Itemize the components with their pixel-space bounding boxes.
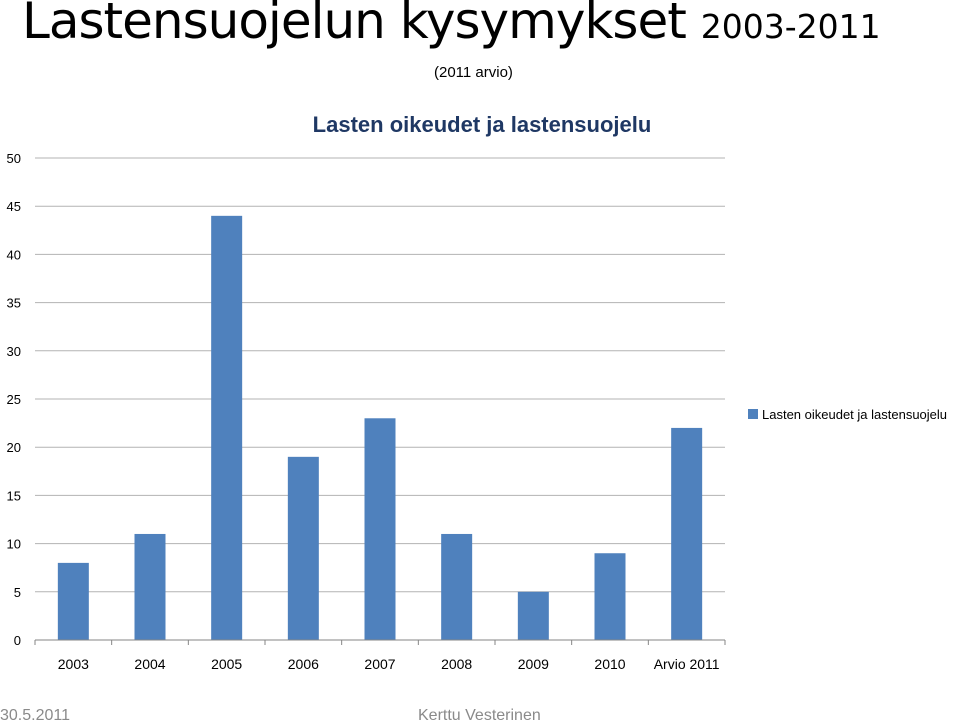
slide-title-years: 2003-2011 [700, 7, 881, 46]
slide-subtitle: (2011 arvio) [434, 64, 513, 81]
y-tick-label: 30 [7, 344, 21, 359]
y-tick-label: 35 [7, 296, 21, 311]
bar [517, 591, 549, 640]
y-tick-label: 20 [7, 440, 21, 455]
slide-title-main: Lastensuojelun kysymykset [22, 0, 687, 50]
y-tick-label: 5 [14, 585, 21, 600]
chart-title: Lasten oikeudet ja lastensuojelu [313, 112, 652, 137]
x-axis-tick-labels: 2003 2004 2005 2006 2007 2008 2009 2010 Arvio 20… [58, 656, 720, 672]
x-tick-label: 2009 [518, 656, 549, 672]
bar [211, 215, 243, 640]
bar [671, 427, 703, 640]
x-tick-label: 2008 [441, 656, 472, 672]
legend-swatch [748, 409, 758, 419]
y-tick-label: 50 [7, 151, 21, 166]
bar [57, 562, 89, 640]
bar [364, 418, 396, 640]
bar [441, 533, 473, 640]
x-tick-label: 2006 [288, 656, 319, 672]
y-tick-label: 25 [7, 392, 21, 407]
x-tick-label: Arvio 2011 [654, 656, 720, 672]
slide-title: Lastensuojelun kysymykset 2003-2011 [22, 0, 881, 49]
legend: Lasten oikeudet ja lastensuojelu [748, 407, 947, 422]
y-tick-label: 0 [14, 633, 21, 648]
x-tick-label: 2005 [211, 656, 242, 672]
x-tick-label: 2004 [134, 656, 165, 672]
y-tick-label: 40 [7, 247, 21, 262]
bar [134, 533, 166, 640]
x-tick-label: 2003 [58, 656, 89, 672]
bar [287, 456, 319, 640]
x-tick-label: 2007 [364, 656, 395, 672]
y-tick-label: 45 [7, 199, 21, 214]
bar [594, 553, 626, 640]
x-tick-label: 2010 [594, 656, 625, 672]
footer-date: 30.5.2011 [0, 707, 70, 724]
y-tick-label: 10 [7, 537, 21, 552]
legend-label: Lasten oikeudet ja lastensuojelu [762, 407, 947, 422]
y-axis-tick-labels: 0 5 10 15 20 25 30 35 40 45 50 [7, 151, 21, 648]
bars [57, 215, 703, 640]
footer-author: Kerttu Vesterinen [418, 707, 541, 724]
y-tick-label: 15 [7, 488, 21, 503]
